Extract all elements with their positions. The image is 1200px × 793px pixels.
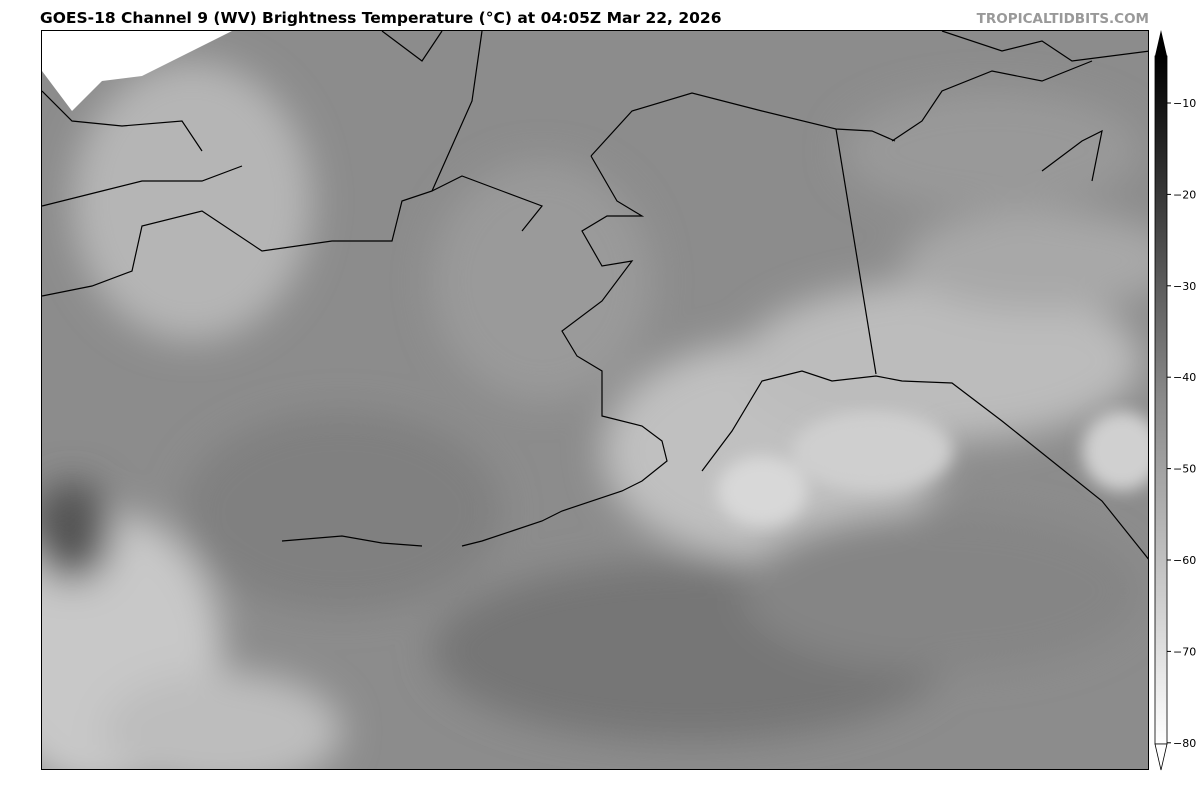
colorbar-tick-label: −70 (1173, 645, 1196, 658)
colorbar: −10 −20 −30 −40 −50 −60 −70 −80 (1150, 26, 1200, 774)
colorbar-graphic: −10 −20 −30 −40 −50 −60 −70 −80 (1154, 30, 1196, 771)
colorbar-extend-max (1155, 30, 1167, 56)
colorbar-tick-label: −30 (1173, 280, 1196, 293)
colorbar-extend-min (1154, 743, 1168, 771)
satellite-map (41, 30, 1149, 770)
colorbar-tick-label: −80 (1173, 737, 1196, 750)
satellite-imagery (42, 31, 1148, 769)
colorbar-tick-label: −50 (1173, 463, 1196, 476)
coastlines (42, 31, 1148, 560)
colorbar-tick-label: −20 (1173, 188, 1196, 201)
colorbar-tick-label: −10 (1173, 97, 1196, 110)
colorbar-tick-label: −40 (1173, 371, 1196, 384)
colorbar-tick-label: −60 (1173, 554, 1196, 567)
map-title: GOES-18 Channel 9 (WV) Brightness Temper… (40, 9, 722, 27)
site-credit: TROPICALTIDBITS.COM (976, 11, 1149, 27)
